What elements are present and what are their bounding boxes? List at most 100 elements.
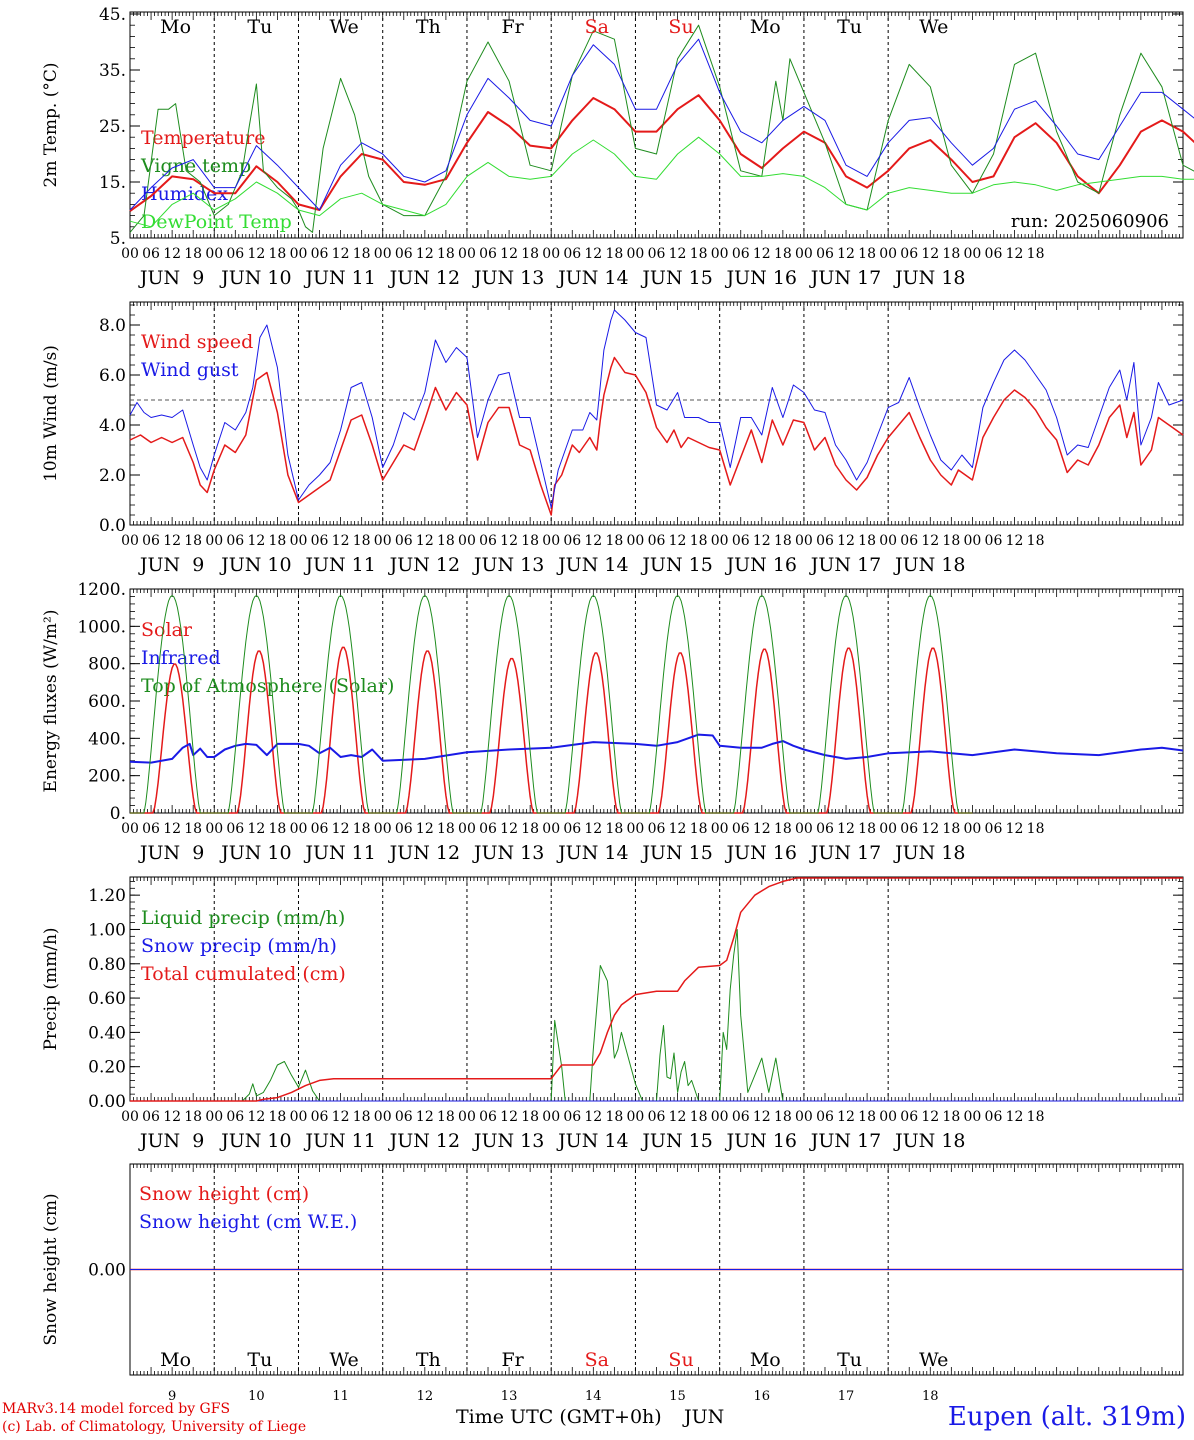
weekday-label: Tu [247,16,272,38]
hour-label: 18 [269,1109,287,1125]
hour-label: 18 [605,246,623,262]
hour-label: 06 [648,1109,666,1125]
hour-label: 00 [879,1109,897,1125]
hour-label: 12 [332,821,350,837]
hour-label: 00 [121,533,139,549]
hour-label: 00 [458,1109,476,1125]
hour-label: 06 [395,246,413,262]
hour-label: 00 [374,1109,392,1125]
hour-label: 00 [795,246,813,262]
hour-label: 18 [1027,246,1045,262]
hour-label: 12 [669,821,687,837]
hour-label: 00 [627,821,645,837]
hour-label: 06 [479,246,497,262]
hour-label: 06 [985,1109,1003,1125]
y-tick-label: 0.20 [88,1058,126,1078]
hour-label: 12 [332,533,350,549]
hour-label: 18 [1027,1109,1045,1125]
date-label: JUN 15 [640,267,712,289]
hour-label: 00 [205,821,223,837]
day-number-label: 11 [332,1389,349,1404]
hour-label: 00 [795,1109,813,1125]
hour-label: 00 [711,1109,729,1125]
hour-label: 12 [584,533,602,549]
hour-label: 12 [163,821,181,837]
date-label: JUN 13 [472,554,544,576]
legend-entry: Solar [141,619,193,641]
hour-label: 12 [247,246,265,262]
legend-entry: Snow height (cm) [139,1183,309,1205]
hour-label: 18 [690,246,708,262]
hour-label: 00 [711,246,729,262]
legend-entry: Infrared [141,647,221,669]
hour-label: 12 [247,533,265,549]
hour-label: 18 [353,246,371,262]
date-label: JUN 17 [809,842,881,864]
y-tick-label: 200. [88,767,126,787]
hour-label: 12 [753,533,771,549]
panel-4: 0.00 0.20 0.40 0.60 0.80 1.00 1.20 Precip (mm/h… [41,876,1184,1152]
hour-label: 18 [184,1109,202,1125]
hour-label: 06 [985,821,1003,837]
hour-label: 18 [690,1109,708,1125]
series-line [129,309,1184,508]
hour-label: 06 [900,1109,918,1125]
date-label: JUN 12 [388,842,460,864]
hour-label: 12 [837,246,855,262]
date-label: JUN 10 [219,842,291,864]
hour-label: 18 [353,533,371,549]
hour-label: 00 [374,821,392,837]
y-tick-label: 800. [88,655,126,675]
date-label: JUN 14 [556,554,628,576]
date-label: JUN 10 [219,1130,291,1152]
date-label: JUN 10 [219,267,291,289]
hour-label: 00 [627,1109,645,1125]
date-label: JUN 9 [138,267,204,289]
date-label: JUN 12 [388,267,460,289]
date-label: JUN 17 [809,554,881,576]
date-label: JUN 17 [809,267,881,289]
date-label: JUN 12 [388,1130,460,1152]
hour-label: 12 [921,1109,939,1125]
date-label: JUN 18 [893,1130,965,1152]
hour-label: 06 [816,821,834,837]
hour-label: 06 [479,821,497,837]
y-tick-label: 35. [99,61,126,81]
hour-label: 06 [816,533,834,549]
day-number-label: 15 [669,1389,686,1404]
hour-label: 18 [521,1109,539,1125]
hour-label: 00 [121,246,139,262]
date-label: JUN 16 [725,842,797,864]
legend-entry: Top of Atmosphere (Solar) [141,675,394,697]
hour-label: 06 [648,246,666,262]
day-number-label: 16 [754,1389,771,1404]
y-tick-label: 0.00 [88,1092,126,1112]
series-line [129,24,1194,233]
weekday-label: Fr [501,1349,524,1371]
hour-label: 12 [753,1109,771,1125]
hour-label: 00 [542,246,560,262]
y-tick-label: 1.20 [88,886,126,906]
y-tick-label: 400. [88,729,126,749]
weekday-label: Mo [750,1349,781,1371]
x-axis-label: Time UTC (GMT+0h) [456,1406,662,1428]
weekday-label: Sa [585,16,609,38]
hour-label: 12 [837,821,855,837]
hour-label: 00 [627,246,645,262]
hour-label: 12 [669,1109,687,1125]
hour-label: 00 [627,533,645,549]
hour-label: 00 [711,821,729,837]
y-axis-label: 10m Wind (m/s) [41,345,61,482]
date-label: JUN 18 [893,554,965,576]
hour-label: 18 [774,1109,792,1125]
x-axis-month: JUN [682,1406,724,1428]
hour-label: 00 [879,246,897,262]
date-label: JUN 18 [893,267,965,289]
y-tick-label: 1000. [77,617,126,637]
hour-label: 06 [563,246,581,262]
day-number-label: 13 [501,1389,518,1404]
hour-label: 00 [458,533,476,549]
legend-entry: Temperature [141,127,265,149]
hour-label: 12 [163,246,181,262]
